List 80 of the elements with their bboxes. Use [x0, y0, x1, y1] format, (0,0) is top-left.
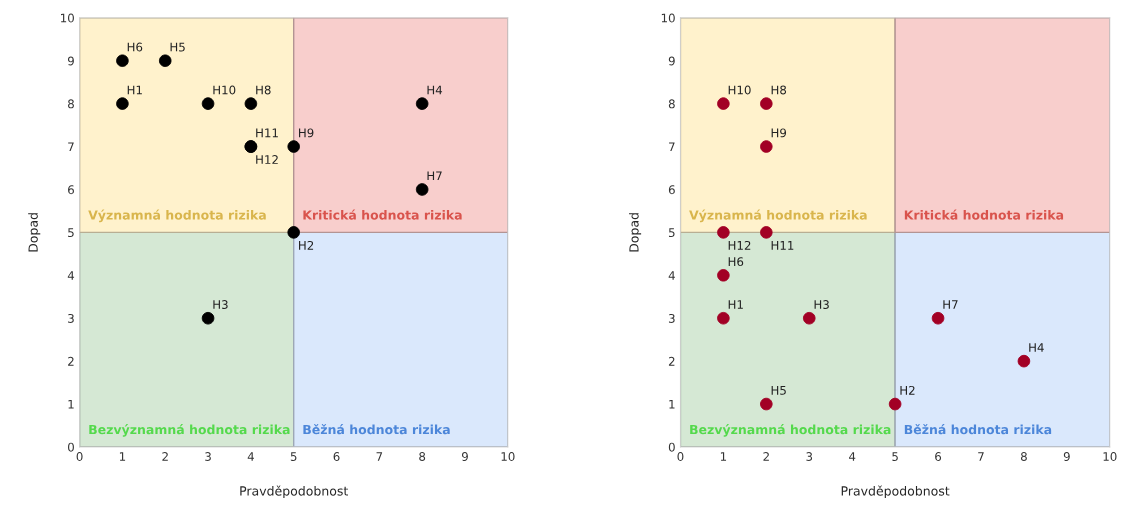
x-tick-label: 7	[376, 452, 383, 461]
x-tick-label: 8	[1020, 452, 1027, 461]
y-tick-label: 3	[68, 313, 74, 323]
x-tick-label: 10	[501, 452, 515, 461]
y-tick-label: 1	[68, 399, 74, 409]
annotation: Kritická hodnota rizika	[904, 209, 1064, 220]
y-tick-label: 7	[68, 142, 74, 152]
x-tick-label: 4	[849, 452, 856, 461]
annotation: H4	[1029, 343, 1044, 352]
x-axis-title: Pravděpodobnost	[841, 485, 950, 499]
x-tick-label: 2	[162, 452, 168, 461]
annotation: Kritická hodnota rizika	[303, 209, 462, 220]
y-tick-label: 7	[669, 142, 675, 152]
y-tick-label: 9	[67, 56, 74, 66]
annotation: H11	[256, 128, 278, 138]
x-tick-label: 9	[461, 452, 468, 461]
x-tick-label: 8	[419, 452, 426, 461]
y-tick-label: 3	[668, 313, 675, 323]
annotation: H10	[213, 85, 236, 95]
y-tick-label: 8	[668, 99, 675, 109]
x-tick-label: 0	[677, 452, 684, 461]
y-tick-label: 4	[67, 271, 75, 280]
y-tick-label: 10	[661, 13, 675, 23]
x-tick-label: 4	[247, 452, 254, 461]
x-tick-label: 1	[119, 452, 126, 461]
annotation: Běžná hodnota rizika	[303, 424, 450, 435]
annotation: Běžná hodnota rizika	[904, 424, 1052, 435]
y-tick-label: 10	[61, 13, 74, 23]
y-tick-label: 8	[68, 99, 74, 109]
annotation: H12	[256, 155, 278, 164]
annotation: H5	[771, 386, 786, 395]
x-tick-label: 9	[1063, 452, 1070, 461]
x-tick-label: 10	[1103, 452, 1117, 461]
annotation: H8	[256, 85, 271, 95]
annotation: H6	[728, 257, 744, 267]
annotation: H1	[728, 300, 743, 309]
annotation: H12	[728, 240, 751, 250]
annotation: H9	[771, 128, 787, 138]
x-tick-label: 6	[935, 452, 942, 461]
y-tick-label: 0	[68, 442, 74, 452]
y-tick-label: 5	[668, 228, 675, 238]
y-tick-label: 6	[668, 185, 675, 195]
annotation: H4	[427, 85, 443, 95]
annotation: H9	[299, 128, 314, 138]
annotation: H2	[299, 240, 314, 250]
annotation: H7	[427, 171, 442, 181]
annotation: Významná hodnota rizika	[88, 209, 266, 223]
x-tick-label: 3	[806, 452, 813, 461]
x-tick-label: 1	[720, 452, 727, 461]
x-tick-label: 5	[290, 452, 297, 461]
y-tick-label: 6	[68, 185, 74, 195]
y-tick-label: 0	[668, 442, 675, 452]
annotation: H3	[814, 300, 829, 309]
annotation: H10	[728, 85, 751, 95]
annotation: Bezvýznamná hodnota rizika	[89, 424, 290, 437]
x-tick-label: 0	[76, 452, 83, 461]
y-tick-label: 4	[668, 271, 675, 280]
x-tick-label: 7	[978, 452, 984, 461]
annotation: Významná hodnota rizika	[689, 209, 867, 223]
y-tick-label: 9	[668, 56, 675, 66]
annotation: H11	[771, 241, 794, 250]
x-tick-label: 6	[333, 452, 340, 461]
y-axis-title: Dopad	[629, 213, 642, 252]
annotation: H7	[943, 300, 958, 309]
y-tick-label: 2	[68, 356, 74, 366]
annotation: H3	[213, 300, 228, 309]
annotation: Bezvýznamná hodnota rizika	[690, 424, 891, 437]
y-tick-label: 5	[68, 228, 74, 238]
y-axis-title: Dopad	[28, 213, 41, 252]
y-tick-label: 1	[669, 399, 675, 409]
annotation: H6	[127, 42, 143, 52]
x-tick-label: 2	[763, 452, 769, 461]
x-axis-title: Pravděpodobnost	[240, 485, 349, 499]
y-tick-label: 2	[668, 356, 675, 366]
x-tick-label: 3	[205, 452, 211, 461]
x-tick-label: 5	[892, 452, 898, 461]
annotation: H8	[771, 85, 787, 95]
annotation: H1	[127, 85, 142, 95]
annotation: H2	[900, 385, 915, 395]
annotation: H5	[170, 42, 185, 52]
